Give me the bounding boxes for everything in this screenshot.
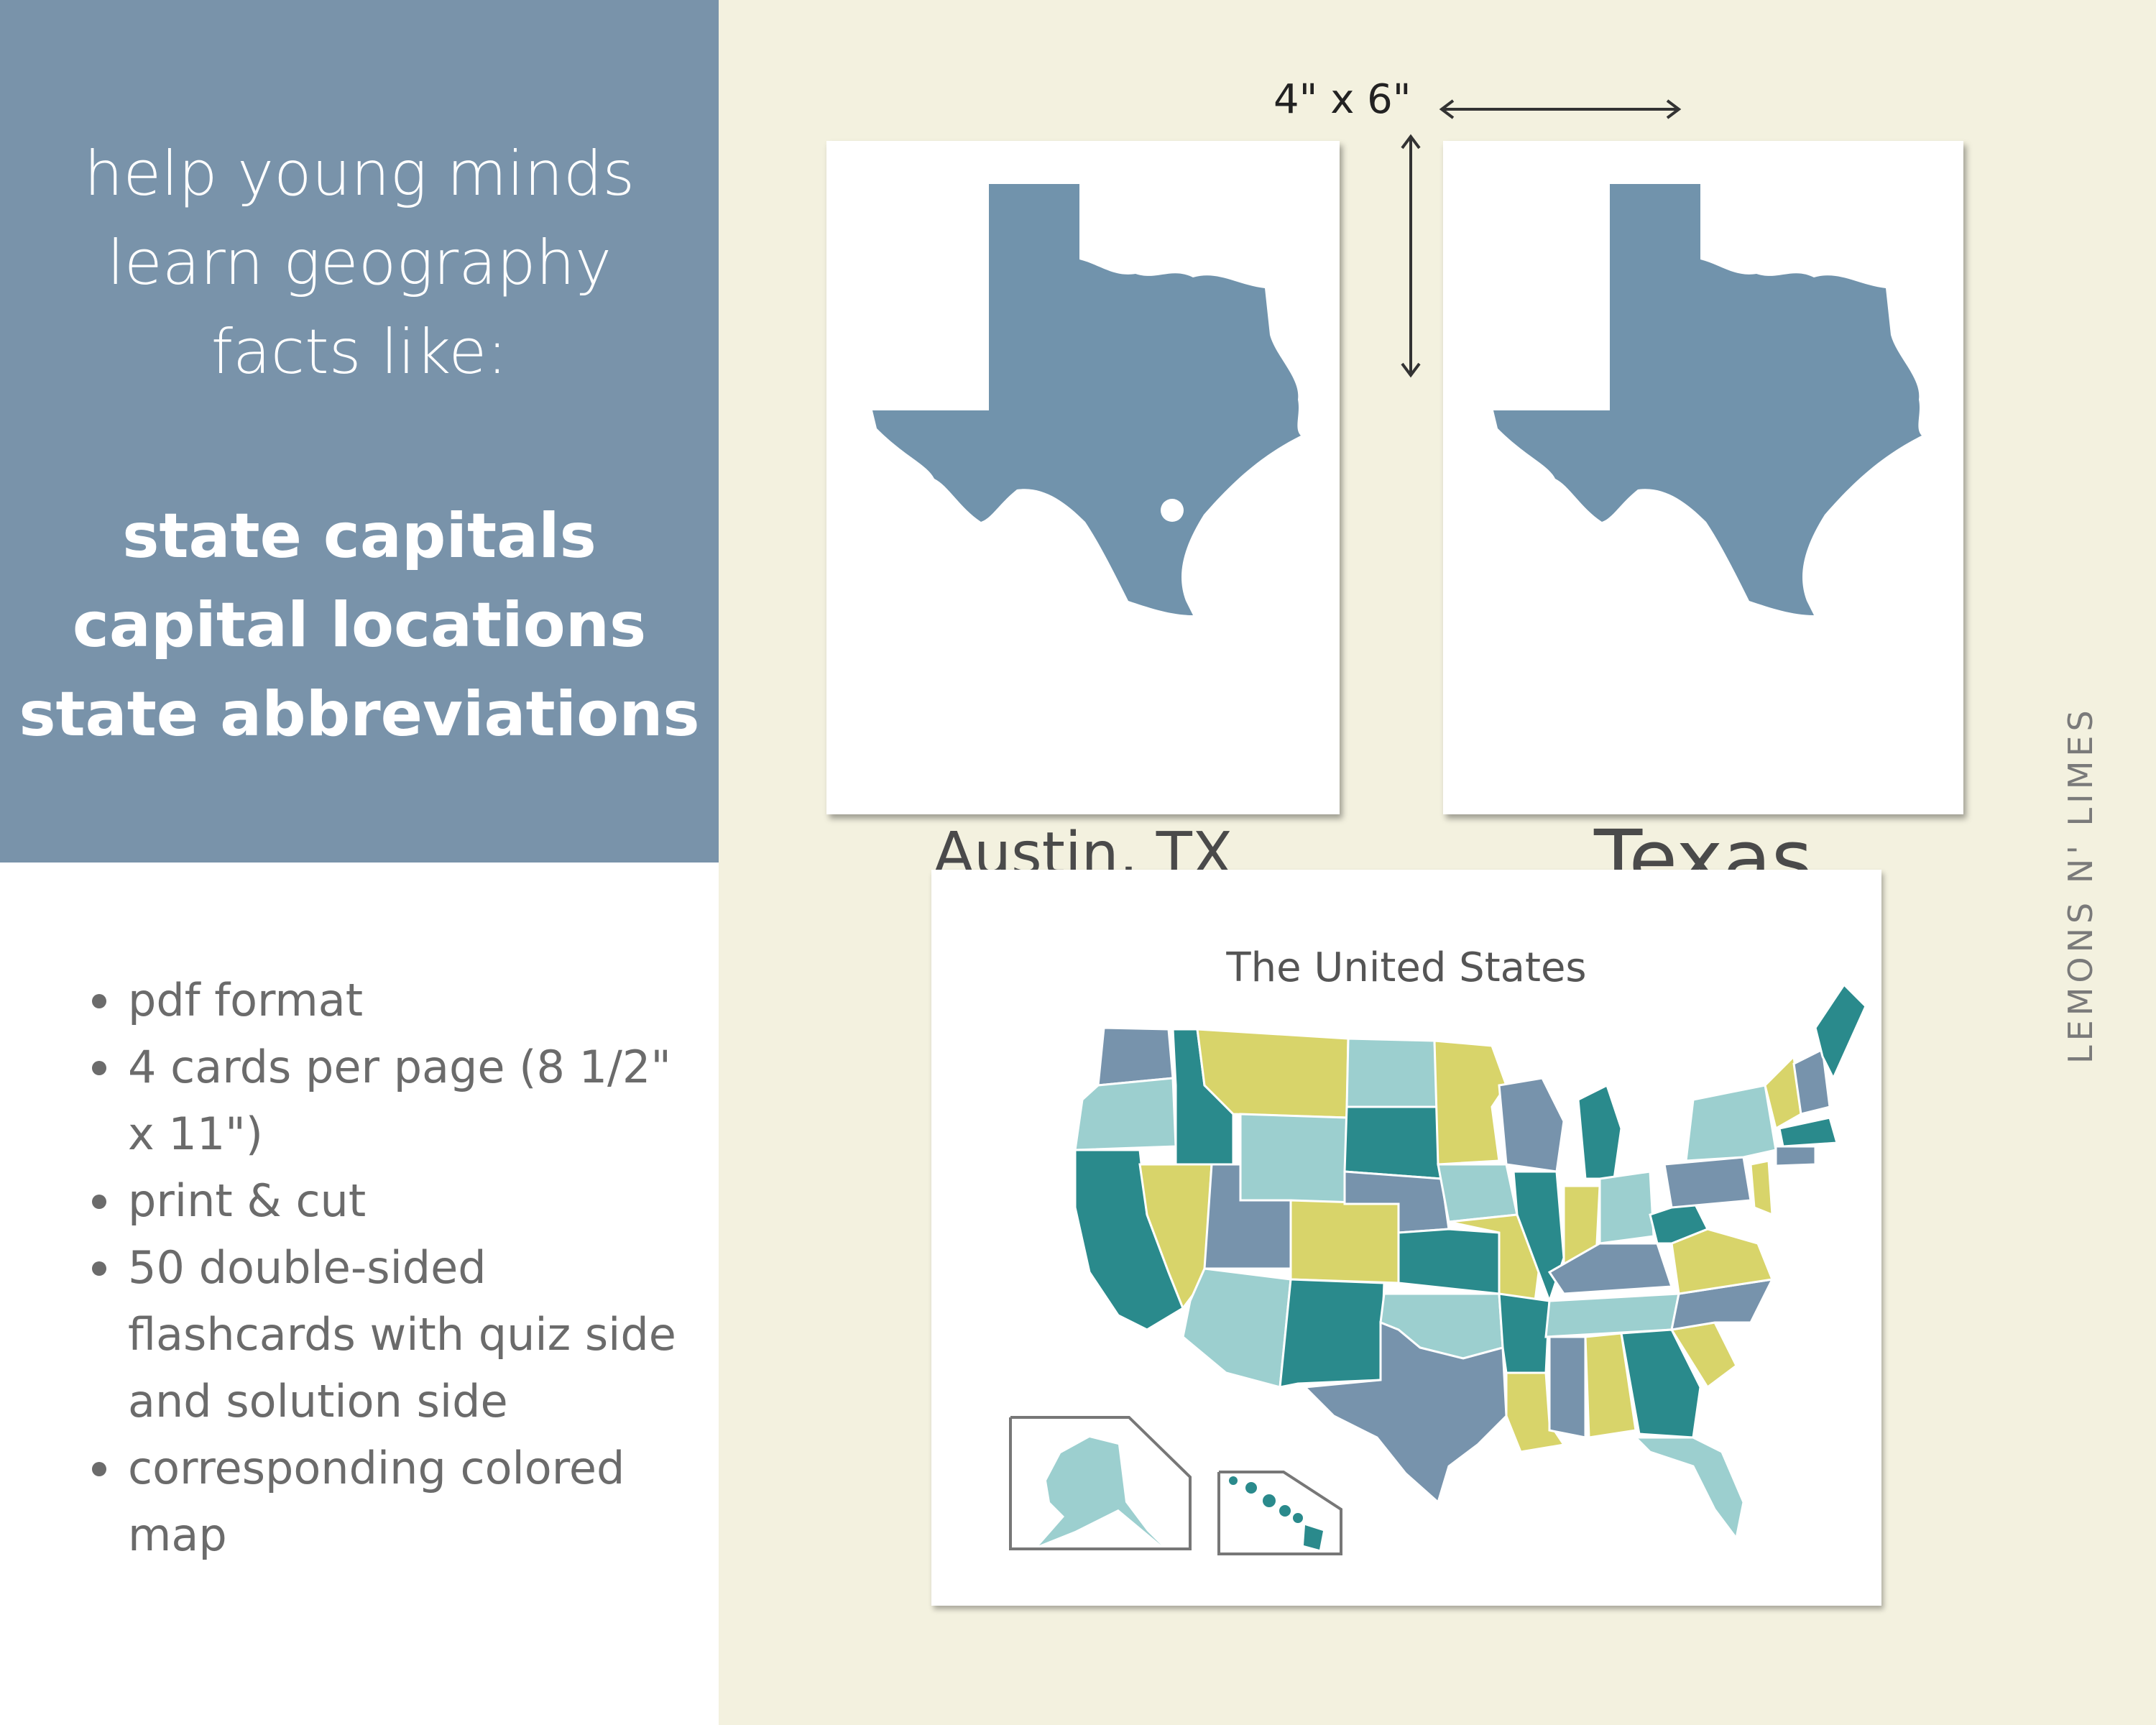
feature-text: corresponding colored map xyxy=(128,1442,625,1561)
feature-text: 50 double-sided flashcards with quiz sid… xyxy=(128,1241,676,1427)
headline-box xyxy=(0,0,719,862)
intro-line-2: learn geography xyxy=(107,227,612,299)
state-flashcard: Texas xyxy=(1443,141,1963,905)
bullet-icon xyxy=(92,1195,106,1209)
us-map-icon xyxy=(1009,983,1867,1555)
intro-text: help young minds learn geography facts l… xyxy=(0,129,719,397)
topic-item: capital locations xyxy=(72,589,647,661)
texas-silhouette-icon xyxy=(1493,184,1922,615)
feature-text: 4 cards per page (8 1/2" x 11") xyxy=(128,1041,671,1160)
bullet-icon xyxy=(92,1261,106,1276)
topic-item: state abbreviations xyxy=(19,678,700,750)
intro-line-3: facts like: xyxy=(211,316,508,388)
bullet-icon xyxy=(92,994,106,1008)
card-size-label: 4" x 6" xyxy=(1273,76,1411,123)
brand-logo-text: LEMONS N' LIMES xyxy=(2061,706,2100,1064)
feature-item: 50 double-sided flashcards with quiz sid… xyxy=(86,1234,690,1435)
topics-list: state capitals capital locations state a… xyxy=(0,492,719,759)
capital-flashcard: Austin, TX xyxy=(826,141,1340,888)
feature-text: print & cut xyxy=(128,1174,367,1227)
us-map-card: The United States xyxy=(931,870,1881,1606)
feature-text: pdf format xyxy=(128,974,364,1026)
feature-item: corresponding colored map xyxy=(86,1435,690,1568)
texas-silhouette-icon xyxy=(872,184,1301,615)
feature-item: print & cut xyxy=(86,1167,690,1234)
map-title: The United States xyxy=(1226,944,1587,991)
topic-item: state capitals xyxy=(122,500,596,572)
feature-item: 4 cards per page (8 1/2" x 11") xyxy=(86,1034,690,1167)
feature-item: pdf format xyxy=(86,967,690,1034)
bullet-icon xyxy=(92,1061,106,1075)
info-panel: help young minds learn geography facts l… xyxy=(0,0,719,1725)
features-list: pdf format 4 cards per page (8 1/2" x 11… xyxy=(86,967,690,1568)
intro-line-1: help young minds xyxy=(83,138,635,210)
bullet-icon xyxy=(92,1462,106,1476)
